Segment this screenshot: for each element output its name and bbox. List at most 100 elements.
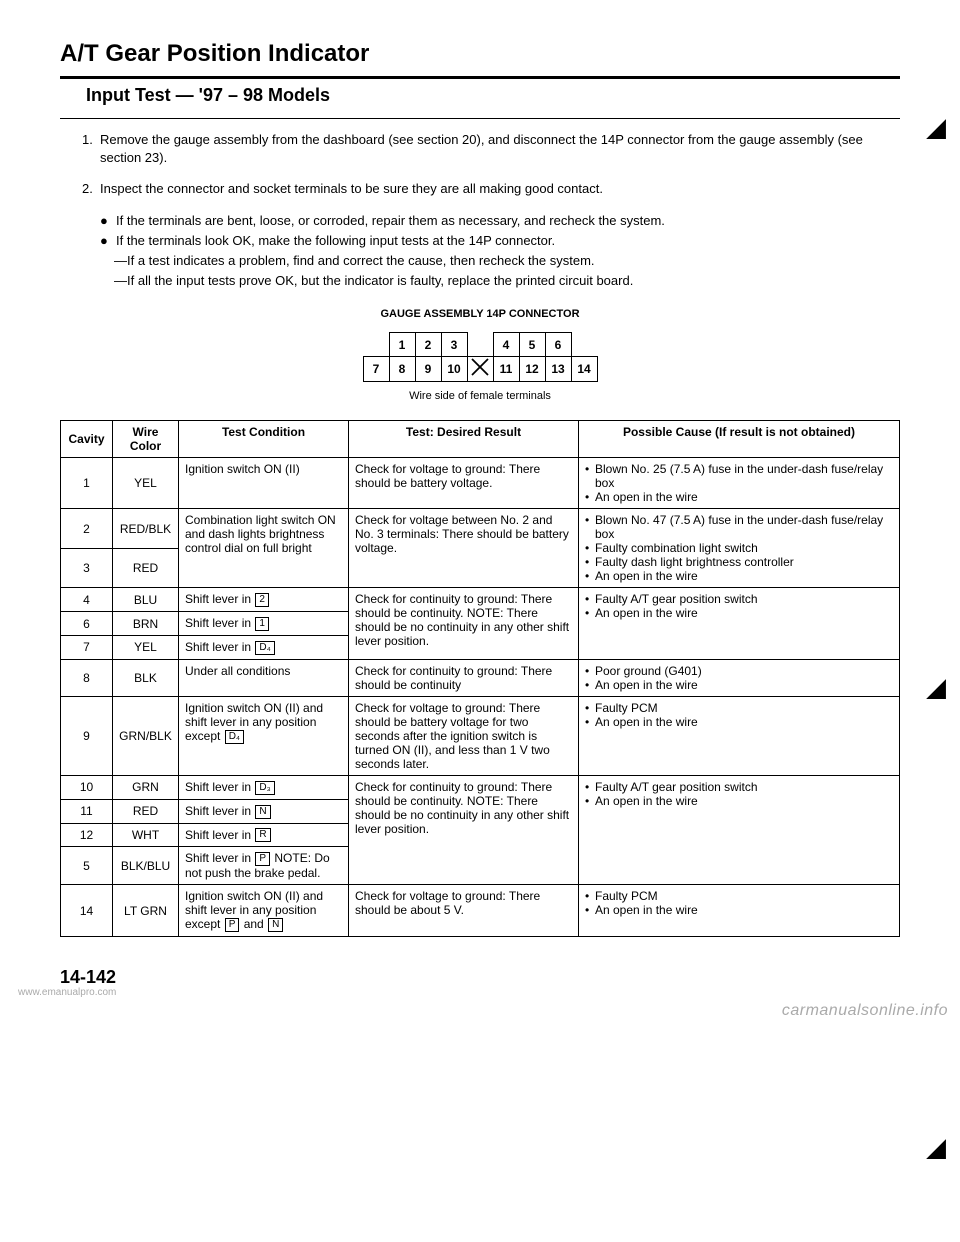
- cause-text: An open in the wire: [595, 606, 698, 620]
- connector-pin: 14: [571, 357, 597, 382]
- cell-condition: Shift lever in D₃: [179, 775, 349, 799]
- bullet-dot: •: [585, 780, 595, 794]
- connector-pin: 7: [363, 357, 389, 382]
- cell-wire: YEL: [113, 636, 179, 660]
- bullet-dot: •: [585, 513, 595, 541]
- cell-condition: Shift lever in P NOTE: Do not push the b…: [179, 847, 349, 885]
- cell-wire: BLK: [113, 659, 179, 696]
- cause-item: •Faulty A/T gear position switch: [585, 592, 893, 606]
- watermark-right: carmanualsonline.info: [782, 1002, 948, 1020]
- connector-table: 1234567891011121314: [363, 332, 598, 382]
- cell-cause: •Faulty PCM•An open in the wire: [579, 885, 900, 937]
- page-tab-arrow-bot: [926, 1139, 956, 1169]
- gear-box-icon: D₄: [255, 641, 274, 655]
- cause-text: Faulty A/T gear position switch: [595, 592, 758, 606]
- cause-text: Faulty combination light switch: [595, 541, 758, 555]
- page-title: A/T Gear Position Indicator: [60, 40, 900, 68]
- cell-wire: BLK/BLU: [113, 847, 179, 885]
- connector-pin: 8: [389, 357, 415, 382]
- cell-result: Check for continuity to ground: There sh…: [349, 588, 579, 659]
- bullet-item: ●If the terminals look OK, make the foll…: [100, 232, 900, 250]
- cell-result: Check for continuity to ground: There sh…: [349, 659, 579, 696]
- cell-wire: GRN/BLK: [113, 696, 179, 775]
- connector-pin: 6: [545, 333, 571, 357]
- bullet-dot: •: [585, 462, 595, 490]
- connector-pin: 10: [441, 357, 467, 382]
- connector-caption: Wire side of female terminals: [60, 390, 900, 402]
- cell-wire: RED/BLK: [113, 509, 179, 549]
- bullet-dot: •: [585, 490, 595, 504]
- cell-wire: LT GRN: [113, 885, 179, 937]
- cause-text: An open in the wire: [595, 490, 698, 504]
- cause-item: •An open in the wire: [585, 715, 893, 729]
- cause-text: Faulty PCM: [595, 701, 658, 715]
- bullet-dot: •: [585, 569, 595, 583]
- step-text: Inspect the connector and socket termina…: [100, 180, 603, 198]
- cause-item: •An open in the wire: [585, 794, 893, 808]
- gear-box-icon: D₃: [255, 781, 274, 795]
- bullet-dot: •: [585, 606, 595, 620]
- cell-cavity: 11: [61, 799, 113, 823]
- cell-condition: Shift lever in 1: [179, 612, 349, 636]
- bullet-dot: •: [585, 715, 595, 729]
- step-num: 2.: [82, 180, 100, 198]
- cause-item: •Blown No. 25 (7.5 A) fuse in the under-…: [585, 462, 893, 490]
- cause-item: •An open in the wire: [585, 678, 893, 692]
- connector-pin: 13: [545, 357, 571, 382]
- connector-title: GAUGE ASSEMBLY 14P CONNECTOR: [60, 308, 900, 320]
- connector-pin: 11: [493, 357, 519, 382]
- cell-condition: Shift lever in D₄: [179, 636, 349, 660]
- cause-item: •Faulty dash light brightness controller: [585, 555, 893, 569]
- section-title: Input Test — '97 – 98 Models: [86, 85, 900, 106]
- th-cause: Possible Cause (If result is not obtaine…: [579, 421, 900, 458]
- cell-result: Check for continuity to ground: There sh…: [349, 775, 579, 884]
- cell-cause: •Faulty A/T gear position switch•An open…: [579, 588, 900, 659]
- cell-cause: •Blown No. 25 (7.5 A) fuse in the under-…: [579, 458, 900, 509]
- table-row: 2RED/BLKCombination light switch ON and …: [61, 509, 900, 549]
- bullet-dot: •: [585, 701, 595, 715]
- bullet-item: ●If the terminals are bent, loose, or co…: [100, 212, 900, 230]
- page-tab-arrow-top: [926, 119, 956, 149]
- table-row: 1YELIgnition switch ON (II)Check for vol…: [61, 458, 900, 509]
- table-row: 9GRN/BLKIgnition switch ON (II) and shif…: [61, 696, 900, 775]
- step-num: 1.: [82, 131, 100, 166]
- table-row: 8BLKUnder all conditionsCheck for contin…: [61, 659, 900, 696]
- cause-item: •An open in the wire: [585, 903, 893, 917]
- cell-cavity: 6: [61, 612, 113, 636]
- cell-wire: GRN: [113, 775, 179, 799]
- bullet-dot: •: [585, 678, 595, 692]
- cell-cavity: 2: [61, 509, 113, 549]
- th-wire: Wire Color: [113, 421, 179, 458]
- cell-cavity: 8: [61, 659, 113, 696]
- watermark-left: www.emanualpro.com: [18, 987, 116, 998]
- cause-item: •An open in the wire: [585, 569, 893, 583]
- gear-box-icon: P: [225, 918, 240, 932]
- dash-text: If all the input tests prove OK, but the…: [127, 272, 633, 290]
- title-rule: [60, 76, 900, 79]
- step-item: 2.Inspect the connector and socket termi…: [82, 180, 900, 198]
- gear-box-icon: 1: [255, 617, 269, 631]
- step-item: 1.Remove the gauge assembly from the das…: [82, 131, 900, 166]
- cell-cavity: 1: [61, 458, 113, 509]
- cause-text: An open in the wire: [595, 794, 698, 808]
- dash-item: —If a test indicates a problem, find and…: [100, 252, 900, 270]
- cell-condition: Ignition switch ON (II) and shift lever …: [179, 885, 349, 937]
- cause-text: Faulty PCM: [595, 889, 658, 903]
- bullet-dot: •: [585, 794, 595, 808]
- th-cond: Test Condition: [179, 421, 349, 458]
- th-cavity: Cavity: [61, 421, 113, 458]
- cause-item: •Faulty PCM: [585, 701, 893, 715]
- step-list: 1.Remove the gauge assembly from the das…: [82, 131, 900, 198]
- cell-cavity: 7: [61, 636, 113, 660]
- gear-box-icon: N: [255, 805, 270, 819]
- page-number: 14-142: [60, 967, 900, 988]
- cell-condition: Combination light switch ON and dash lig…: [179, 509, 349, 588]
- table-row: 4BLUShift lever in 2Check for continuity…: [61, 588, 900, 612]
- cell-result: Check for voltage to ground: There shoul…: [349, 696, 579, 775]
- gear-box-icon: 2: [255, 593, 269, 607]
- cause-text: An open in the wire: [595, 569, 698, 583]
- cell-condition: Shift lever in R: [179, 823, 349, 847]
- bullet-dot: •: [585, 664, 595, 678]
- cell-result: Check for voltage to ground: There shoul…: [349, 458, 579, 509]
- dash-item: —If all the input tests prove OK, but th…: [100, 272, 900, 290]
